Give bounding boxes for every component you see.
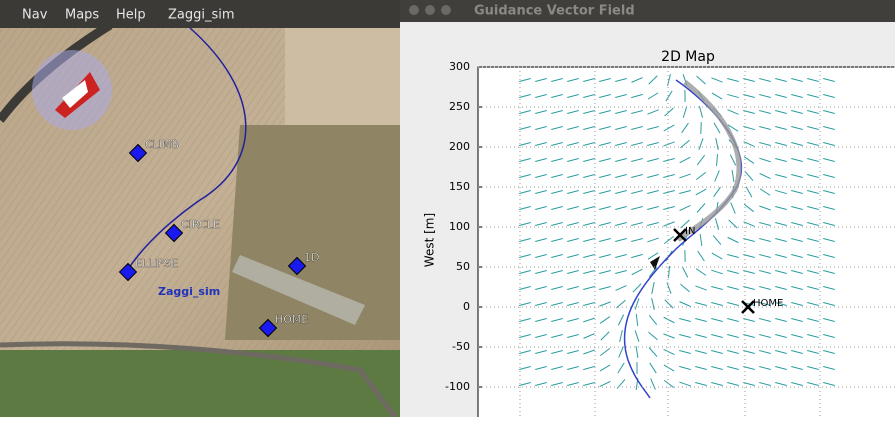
point-label: IN	[685, 226, 695, 237]
menu-item[interactable]: Maps	[65, 8, 99, 23]
window-button[interactable]	[425, 5, 435, 15]
y-tick-label: 0	[463, 300, 470, 313]
waypoint-label: ELLIPSE	[135, 257, 178, 270]
y-tick-label: 300	[449, 60, 470, 73]
y-tick-label: 50	[456, 260, 470, 273]
waypoint-label: HOME	[275, 313, 308, 326]
y-tick-label: 100	[449, 220, 470, 233]
aircraft-label: Zaggi_sim	[158, 285, 220, 298]
y-tick-label: 150	[449, 180, 470, 193]
y-tick-label: 250	[449, 100, 470, 113]
y-tick-label: -100	[445, 380, 470, 393]
menu-item[interactable]: Help	[116, 8, 146, 23]
screen: Guidance Vector Field 2D Map West [m] Na…	[0, 0, 895, 417]
chart-title: 2D Map	[661, 49, 715, 65]
field	[285, 20, 400, 140]
point-label: HOME	[753, 298, 783, 309]
y-tick-label: -50	[452, 340, 470, 353]
plot-area	[478, 67, 895, 417]
waypoint-label: CIRCLE	[181, 218, 220, 231]
green-field	[0, 350, 400, 417]
y-axis-label: West [m]	[423, 213, 437, 267]
y-tick-label: 200	[449, 140, 470, 153]
field	[225, 125, 400, 340]
waypoint-label: CLIMB	[145, 138, 179, 151]
window-button[interactable]	[409, 5, 419, 15]
menu-item[interactable]: Zaggi_sim	[168, 8, 235, 23]
waypoint-label: 1D	[304, 251, 319, 264]
window-button[interactable]	[441, 5, 451, 15]
map-panel	[0, 0, 400, 417]
window-title: Guidance Vector Field	[474, 4, 635, 19]
aircraft	[32, 50, 112, 130]
menu-item[interactable]: Nav	[22, 8, 48, 23]
